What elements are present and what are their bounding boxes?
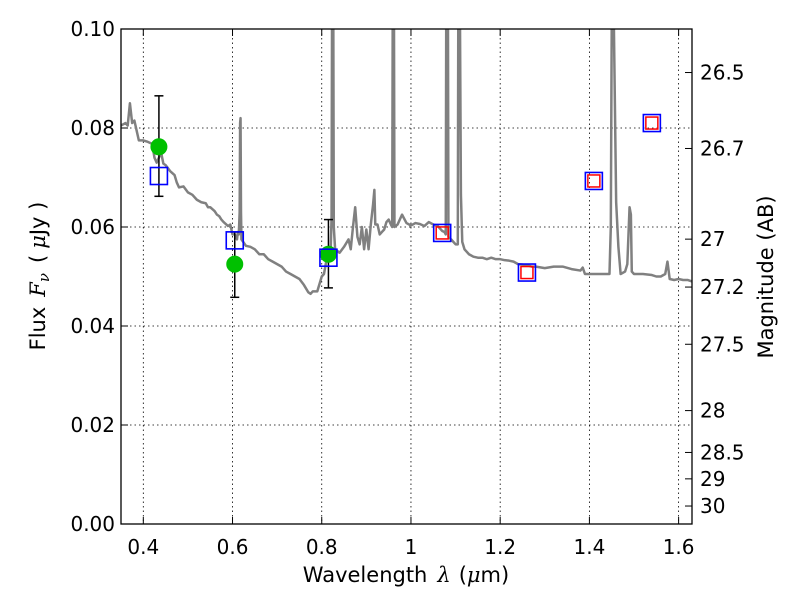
y-axis-label-unit: Jy ) — [26, 202, 50, 238]
y-tick-label: 0.08 — [70, 116, 115, 140]
y2-tick-labels: 26.5 26.7 27 27.2 27.5 28 28.5 29 30 — [700, 61, 745, 518]
x-tick-label: 1.2 — [484, 535, 516, 559]
y-axis-label-mu: μ — [26, 235, 50, 249]
y2-tick-label: 27.2 — [700, 275, 745, 299]
x-tick-label: 0.8 — [306, 535, 338, 559]
y-axis-label: Flux Fν ( μJy ) — [26, 202, 53, 351]
x-tick-label: 1.6 — [663, 535, 695, 559]
y-tick-label: 0.10 — [70, 17, 115, 41]
model-spectrum — [121, 29, 692, 296]
x-tick-label: 0.4 — [127, 535, 159, 559]
red-square-marker — [435, 226, 449, 240]
x-axis-label: Wavelength λ (μm) — [303, 563, 509, 587]
spectrum-line — [121, 29, 692, 296]
y2-tick-label: 30 — [700, 494, 725, 518]
y-tick-label: 0.00 — [70, 512, 115, 536]
y2-tick-label: 28 — [700, 399, 725, 423]
blue-square-marker — [642, 113, 662, 133]
blue-square-markers — [149, 113, 662, 282]
blue-square-marker — [225, 231, 245, 250]
x-axis-label-mu: μ — [467, 563, 481, 587]
blue-square-marker — [319, 248, 338, 267]
red-square-marker — [520, 265, 534, 280]
y2-tick-label: 28.5 — [700, 440, 745, 464]
x-axis-label-symbol: λ — [436, 563, 450, 587]
y2-tick-label: 27 — [700, 227, 725, 251]
x-axis-label-open: ( — [459, 563, 467, 587]
y-tick-label: 0.06 — [70, 215, 115, 239]
x-tick-labels: 0.4 0.6 0.8 1 1.2 1.4 1.6 — [127, 535, 694, 559]
blue-square-marker — [149, 166, 169, 186]
x-axis-label-unit: m) — [481, 563, 510, 587]
plot-frame — [120, 28, 693, 525]
blue-square-marker — [432, 223, 452, 243]
red-square-markers — [435, 116, 659, 280]
observed-flux-point — [150, 138, 168, 156]
y-axis-label-subscript: ν — [35, 273, 53, 282]
y-axis-label-symbol: F — [26, 281, 50, 298]
axis-ticks — [121, 28, 692, 525]
y2-tick-label: 26.7 — [700, 136, 745, 160]
y-tick-label: 0.04 — [70, 314, 115, 338]
y-tick-labels: 0.00 0.02 0.04 0.06 0.08 0.10 — [70, 17, 115, 536]
x-tick-label: 0.6 — [217, 535, 249, 559]
y-axis-label-open: ( — [26, 255, 50, 263]
observed-flux-point — [226, 255, 244, 273]
y-axis-label-prefix: Flux — [26, 307, 50, 351]
red-square-marker — [645, 116, 659, 130]
y-tick-label: 0.02 — [70, 413, 115, 437]
red-square-marker — [587, 174, 601, 188]
x-tick-label: 1.4 — [573, 535, 605, 559]
y2-axis-label: Magnitude (AB) — [754, 195, 778, 358]
y2-tick-label: 29 — [700, 467, 725, 491]
y2-tick-label: 26.5 — [700, 61, 745, 85]
blue-square-marker — [584, 171, 604, 191]
x-tick-label: 1 — [405, 535, 418, 559]
blue-square-marker — [517, 263, 537, 282]
y2-tick-label: 27.5 — [700, 332, 745, 356]
x-axis-label-prefix: Wavelength — [303, 563, 428, 587]
